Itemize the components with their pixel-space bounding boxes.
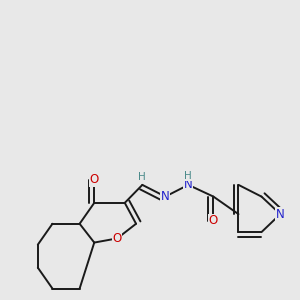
Text: O: O	[90, 173, 99, 186]
Text: O: O	[112, 232, 122, 245]
Text: N: N	[161, 190, 170, 203]
Text: H: H	[139, 172, 146, 182]
Text: H: H	[184, 171, 192, 181]
Text: N: N	[184, 178, 193, 191]
Text: N: N	[276, 208, 285, 220]
Text: O: O	[209, 214, 218, 227]
